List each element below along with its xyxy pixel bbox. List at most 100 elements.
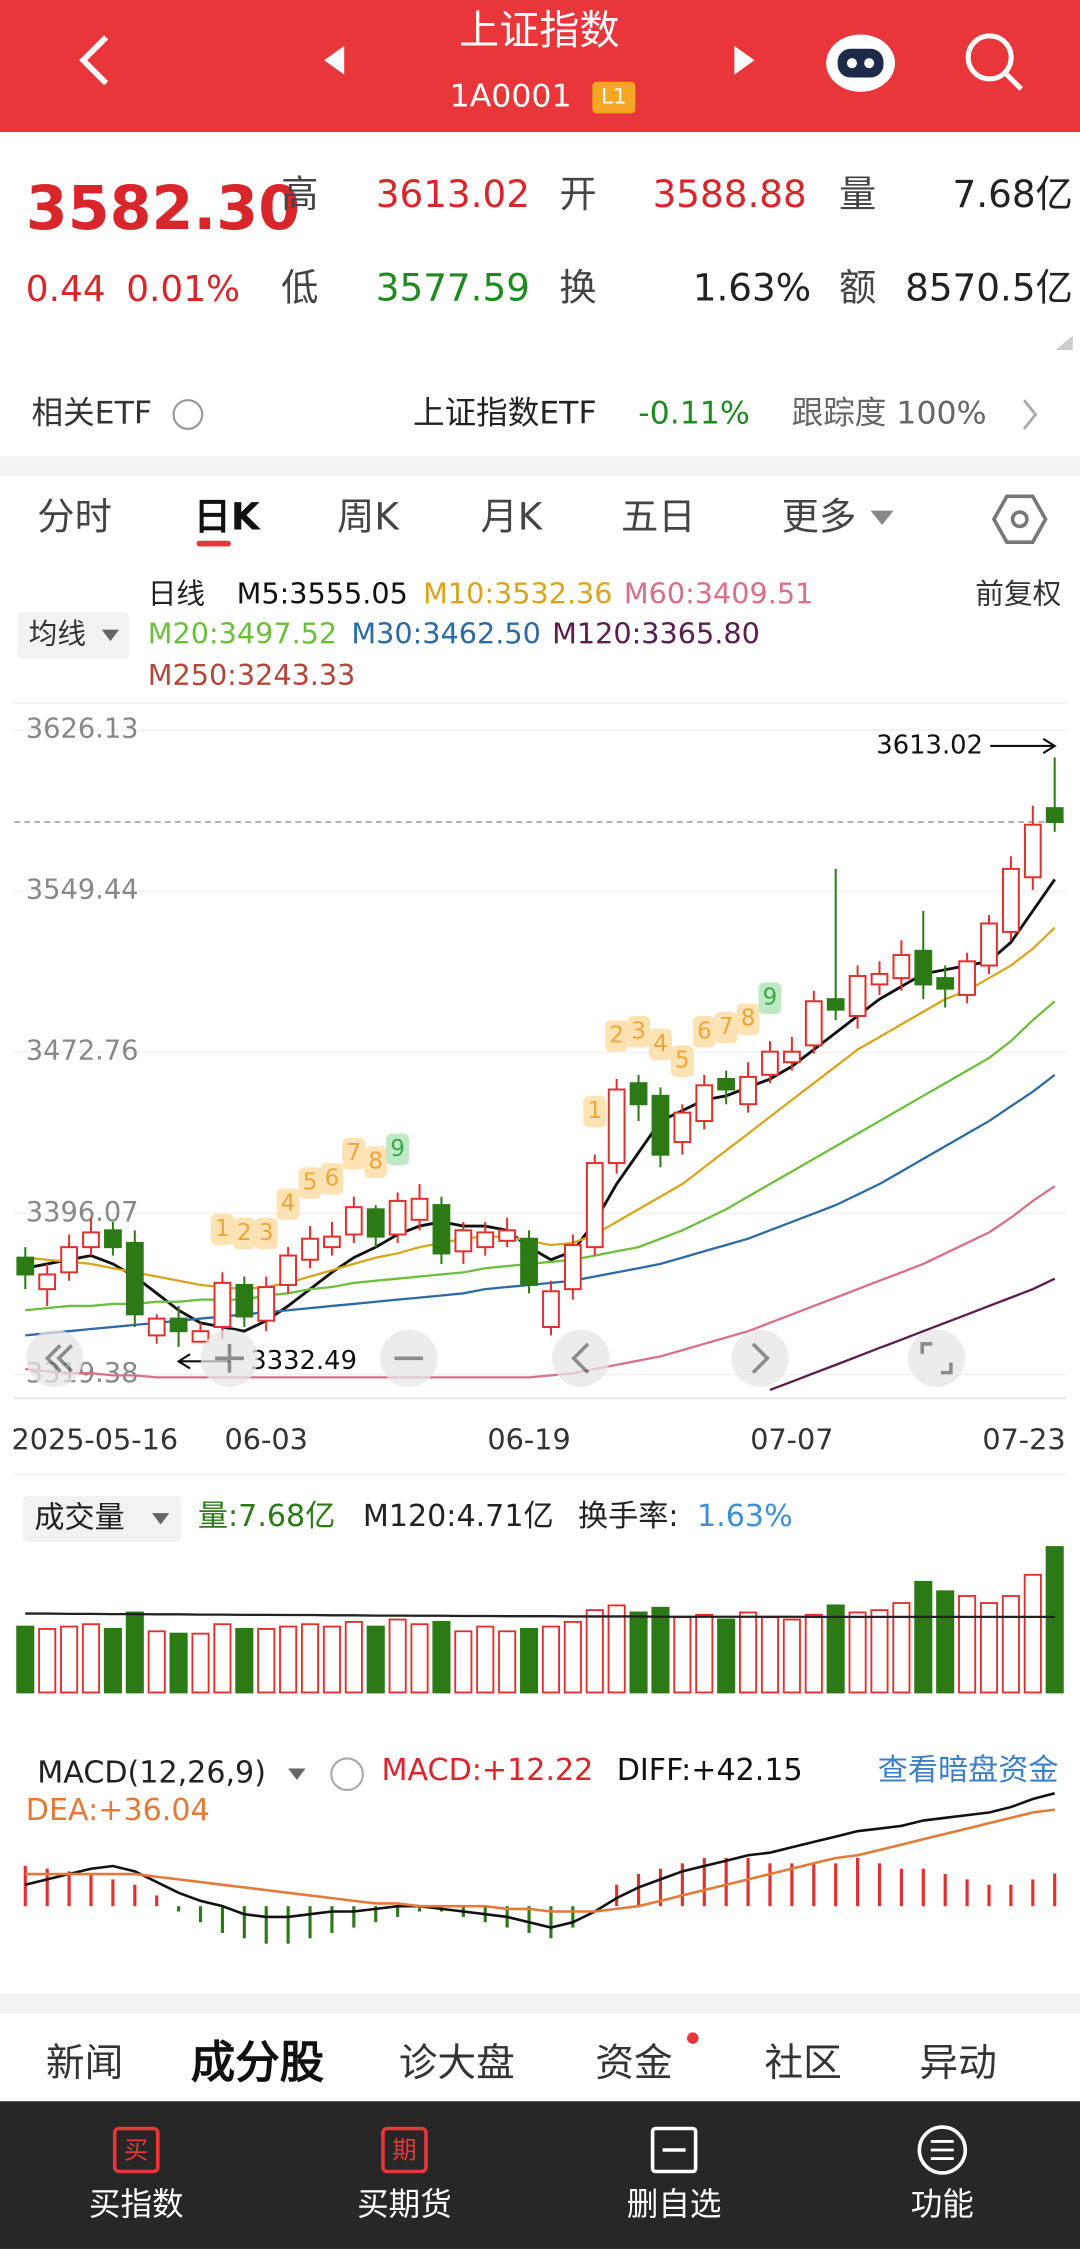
back-button[interactable] [79, 35, 109, 86]
help-icon[interactable] [172, 399, 204, 430]
scroll-left[interactable] [552, 1329, 610, 1387]
volume-bar [607, 1604, 626, 1694]
volume-bar [520, 1628, 539, 1694]
next-button[interactable] [734, 45, 755, 75]
td-count: 3 [259, 1220, 274, 1246]
section-tab[interactable]: 异动 [919, 2041, 996, 2086]
tab[interactable]: 分时 [37, 495, 112, 539]
separator [0, 456, 1080, 477]
value: 8570.5亿 [905, 265, 1073, 309]
dropdown-arrow [101, 629, 120, 642]
section-tab-active[interactable]: 成分股 [191, 2037, 325, 2088]
candle-body [739, 1075, 757, 1106]
candle-body [542, 1290, 560, 1328]
td-badge [627, 1015, 651, 1048]
td-count: 4 [281, 1191, 296, 1217]
badge-dot [687, 2032, 699, 2044]
legend-entry: DIFF:+42.15 [617, 1753, 803, 1788]
td-badge [692, 1015, 716, 1048]
scroll-right[interactable] [731, 1329, 789, 1387]
volume-button-bg[interactable] [22, 1495, 181, 1542]
zoom-left[interactable] [25, 1329, 84, 1387]
volume-bar [147, 1630, 166, 1694]
td-badge [605, 1020, 629, 1052]
td-badge [342, 1137, 366, 1170]
volume-ma-line [25, 1612, 1055, 1619]
candle-body [38, 1273, 57, 1291]
icon-text: 买 [124, 2135, 148, 2164]
td-badge [320, 1163, 344, 1195]
volume-bar [257, 1628, 276, 1694]
candle-body [279, 1254, 298, 1286]
td-badge [736, 1003, 760, 1035]
label: 额 [839, 265, 876, 309]
section-tab[interactable]: 社区 [764, 2041, 841, 2086]
candle-body [607, 1088, 626, 1165]
volume-bar [300, 1623, 320, 1694]
value: 7.68亿 [953, 172, 1073, 216]
etf-name[interactable]: 上证指数ETF [413, 396, 597, 432]
candle-body [454, 1229, 473, 1253]
icon-box [650, 2126, 698, 2174]
dark-pool-link[interactable]: 查看暗盘资金 [878, 1753, 1059, 1788]
candle-body [563, 1244, 582, 1291]
ma-button-bg[interactable] [17, 612, 130, 659]
ma-line [25, 1073, 1056, 1337]
candle-body [1002, 867, 1020, 933]
legend-entry: M120:3365.80 [552, 616, 760, 650]
volume-bar [651, 1606, 670, 1694]
volume-bar [870, 1609, 889, 1694]
tab[interactable]: 周K [337, 495, 400, 539]
candle-body [213, 1281, 232, 1328]
macd-line [25, 1808, 1055, 1913]
buy-futures[interactable]: 期 买期货 [357, 2126, 452, 2223]
volume-bar [760, 1616, 780, 1694]
tab[interactable]: 月K [480, 495, 543, 539]
charts: 3319.383396.073472.763549.443626.132025-… [11, 576, 1066, 1944]
tab[interactable]: 更多 [782, 495, 857, 539]
volume-bar [1023, 1573, 1042, 1694]
y-tick-label: 3396.07 [26, 1197, 139, 1228]
volume-title[interactable]: 成交量 [34, 1500, 124, 1535]
candle-body [344, 1206, 363, 1236]
volume-bar [476, 1625, 495, 1694]
td-count: 3 [631, 1018, 646, 1044]
candle-body [235, 1283, 254, 1318]
code: 1A0001 [450, 79, 572, 115]
legend-entry: 量:7.68亿 [198, 1499, 335, 1534]
label: 低 [281, 265, 318, 309]
settings-icon[interactable] [991, 494, 1048, 544]
legend-entry: MACD:+12.22 [382, 1753, 594, 1788]
help-icon[interactable] [330, 1757, 364, 1792]
search-icon[interactable] [965, 33, 1023, 91]
tab-active[interactable]: 日K [194, 495, 262, 539]
volume-bar [16, 1625, 35, 1694]
x-tick-label: 2025-05-16 [11, 1422, 178, 1456]
td-badge [210, 1213, 234, 1246]
icon-circle [917, 2125, 968, 2175]
ma-button[interactable]: 均线 [29, 616, 86, 650]
macd-title[interactable]: MACD(12,26,9) [37, 1756, 266, 1791]
candle-body [870, 972, 889, 986]
buy-index[interactable]: 买 买指数 [89, 2126, 184, 2223]
remove-watchlist[interactable]: 删自选 [627, 2126, 722, 2223]
prev-button[interactable] [324, 45, 345, 75]
tab[interactable]: 五日 [621, 495, 696, 539]
section-tab[interactable]: 资金 [595, 2041, 672, 2086]
candle-body [651, 1094, 670, 1156]
volume-bar [673, 1616, 692, 1694]
fullscreen[interactable] [907, 1329, 966, 1387]
candle-body [16, 1256, 35, 1276]
section-tab[interactable]: 诊大盘 [399, 2041, 515, 2086]
volume-bar [739, 1611, 758, 1694]
volume-bar [279, 1625, 298, 1694]
volume-bar [388, 1618, 407, 1694]
section-tab[interactable]: 新闻 [46, 2041, 123, 2086]
candle-body [892, 954, 911, 980]
y-tick-label: 3472.76 [26, 1036, 139, 1067]
legend-entry: 1.63% [697, 1499, 793, 1534]
x-tick-label: 06-03 [225, 1422, 308, 1456]
assistant-icon[interactable] [826, 34, 895, 92]
adjust[interactable]: 前复权 [975, 576, 1061, 610]
functions[interactable]: 功能 [911, 2125, 974, 2223]
